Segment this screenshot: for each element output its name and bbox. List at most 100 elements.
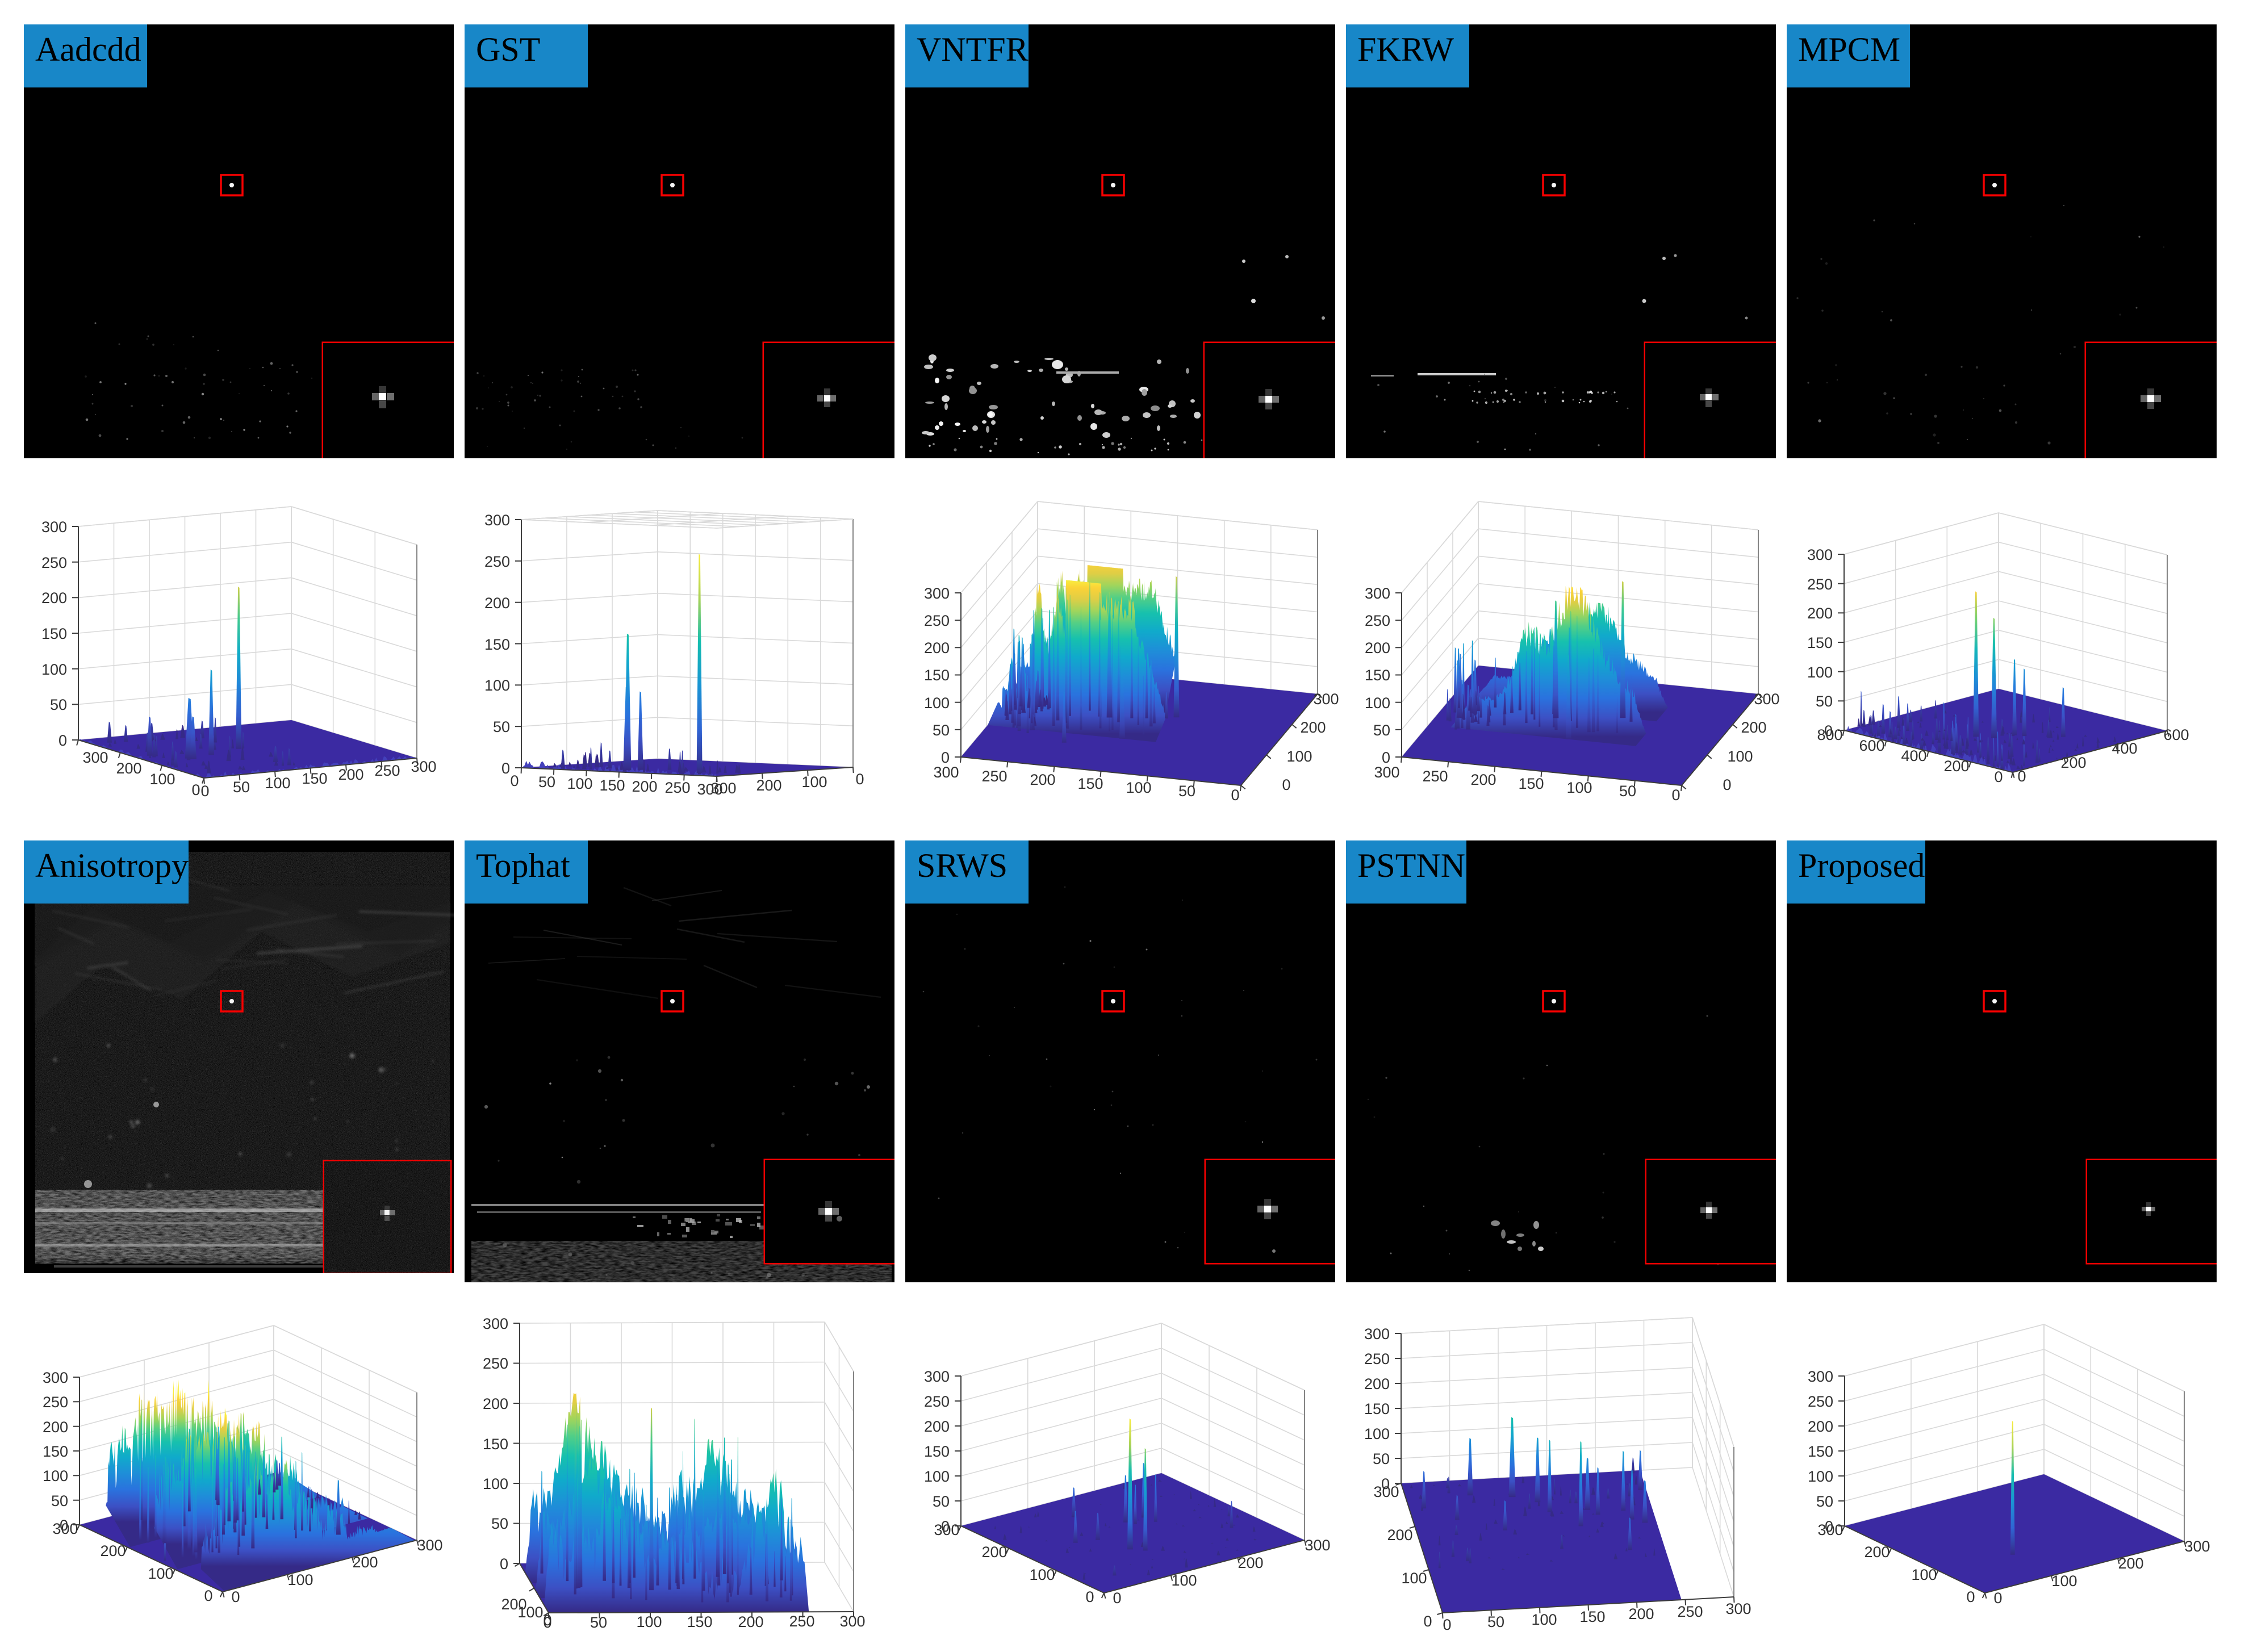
- svg-text:50: 50: [1178, 783, 1195, 800]
- svg-text:100: 100: [567, 775, 592, 792]
- svg-text:300: 300: [1725, 1600, 1751, 1617]
- svg-text:100: 100: [1171, 1572, 1197, 1589]
- svg-text:0: 0: [855, 771, 864, 788]
- svg-text:200: 200: [483, 1395, 508, 1412]
- svg-text:200: 200: [1300, 719, 1326, 736]
- svg-text:200: 200: [1030, 771, 1055, 788]
- svg-text:100: 100: [265, 775, 290, 792]
- svg-text:0: 0: [1994, 768, 2003, 785]
- svg-text:300: 300: [417, 1537, 442, 1554]
- svg-text:0: 0: [1423, 1613, 1432, 1630]
- svg-text:300: 300: [2184, 1538, 2210, 1555]
- svg-text:0: 0: [231, 1588, 240, 1605]
- svg-text:200: 200: [1628, 1605, 1654, 1622]
- svg-text:200: 200: [1365, 639, 1390, 656]
- svg-text:200: 200: [41, 589, 67, 607]
- svg-text:150: 150: [41, 625, 67, 642]
- svg-text:150: 150: [1518, 775, 1544, 792]
- svg-text:800: 800: [1817, 726, 1842, 743]
- svg-text:0: 0: [1993, 1590, 2002, 1607]
- svg-text:250: 250: [483, 1355, 508, 1372]
- svg-text:100: 100: [1364, 1425, 1390, 1442]
- svg-text:300: 300: [710, 780, 736, 797]
- svg-text:300: 300: [924, 585, 950, 602]
- svg-text:200: 200: [43, 1419, 68, 1436]
- svg-text:100: 100: [636, 1613, 662, 1630]
- svg-text:100: 100: [1808, 1468, 1833, 1485]
- svg-text:200: 200: [1387, 1526, 1412, 1544]
- svg-text:50: 50: [933, 1493, 950, 1510]
- svg-text:250: 250: [664, 779, 690, 796]
- svg-text:250: 250: [924, 612, 950, 629]
- svg-text:300: 300: [483, 1315, 508, 1332]
- svg-text:300: 300: [1817, 1521, 1843, 1538]
- svg-text:250: 250: [981, 768, 1007, 785]
- svg-text:600: 600: [1859, 737, 1884, 754]
- svg-text:50: 50: [933, 722, 950, 739]
- svg-text:200: 200: [2060, 754, 2086, 771]
- svg-text:100: 100: [1911, 1566, 1937, 1583]
- svg-text:0: 0: [1085, 1588, 1094, 1605]
- svg-text:150: 150: [483, 1436, 508, 1453]
- svg-text:0: 0: [1723, 776, 1731, 793]
- svg-text:250: 250: [1808, 1393, 1833, 1410]
- svg-text:300: 300: [839, 1613, 865, 1630]
- svg-text:150: 150: [302, 770, 327, 787]
- svg-text:50: 50: [491, 1515, 508, 1532]
- svg-text:100: 100: [1126, 779, 1151, 796]
- svg-text:250: 250: [1364, 1350, 1390, 1367]
- svg-text:150: 150: [924, 1443, 950, 1460]
- svg-text:300: 300: [484, 512, 510, 529]
- svg-text:300: 300: [82, 749, 108, 766]
- svg-text:300: 300: [1373, 1483, 1399, 1500]
- svg-text:50: 50: [1373, 1450, 1390, 1467]
- svg-text:0: 0: [191, 781, 200, 798]
- svg-text:0: 0: [1824, 722, 1833, 739]
- svg-text:0: 0: [543, 1614, 551, 1631]
- svg-text:250: 250: [374, 762, 400, 779]
- svg-text:300: 300: [411, 758, 436, 775]
- svg-text:150: 150: [1077, 775, 1103, 792]
- svg-text:50: 50: [493, 718, 510, 735]
- svg-text:200: 200: [632, 778, 657, 795]
- svg-text:0: 0: [1381, 1475, 1390, 1492]
- svg-text:0: 0: [2017, 768, 2026, 785]
- svg-text:300: 300: [697, 781, 722, 798]
- svg-text:0: 0: [1382, 749, 1390, 766]
- svg-text:150: 150: [43, 1443, 68, 1460]
- svg-text:150: 150: [1364, 1400, 1390, 1417]
- svg-text:200: 200: [484, 595, 510, 612]
- svg-text:0: 0: [510, 772, 519, 789]
- svg-text:250: 250: [789, 1613, 814, 1630]
- svg-text:100: 100: [1286, 748, 1312, 765]
- svg-text:200: 200: [1470, 771, 1496, 788]
- svg-text:600: 600: [2163, 726, 2189, 743]
- svg-text:200: 200: [1741, 719, 1766, 736]
- svg-text:50: 50: [50, 696, 67, 713]
- svg-text:100: 100: [1727, 748, 1753, 765]
- svg-text:150: 150: [599, 777, 625, 794]
- svg-text:0: 0: [500, 1555, 508, 1572]
- svg-text:300: 300: [1807, 546, 1833, 563]
- svg-text:150: 150: [687, 1613, 712, 1630]
- svg-text:200: 200: [338, 766, 363, 783]
- svg-text:250: 250: [924, 1393, 950, 1410]
- svg-text:400: 400: [1901, 747, 1926, 764]
- svg-text:50: 50: [590, 1614, 607, 1631]
- svg-text:100: 100: [924, 695, 950, 712]
- svg-text:100: 100: [484, 677, 510, 694]
- svg-text:200: 200: [1808, 1418, 1833, 1435]
- svg-text:0: 0: [1231, 787, 1239, 804]
- svg-text:100: 100: [1566, 779, 1592, 796]
- svg-text:300: 300: [1754, 691, 1779, 708]
- svg-text:250: 250: [1365, 612, 1390, 629]
- svg-text:0: 0: [941, 1518, 950, 1535]
- svg-text:50: 50: [1816, 693, 1833, 710]
- svg-text:100: 100: [801, 773, 827, 791]
- svg-text:200: 200: [1943, 758, 1969, 775]
- svg-text:50: 50: [233, 779, 250, 796]
- svg-text:150: 150: [1808, 1443, 1833, 1460]
- svg-text:0: 0: [1443, 1616, 1451, 1633]
- svg-text:200: 200: [1238, 1554, 1263, 1571]
- svg-text:0: 0: [543, 1612, 551, 1629]
